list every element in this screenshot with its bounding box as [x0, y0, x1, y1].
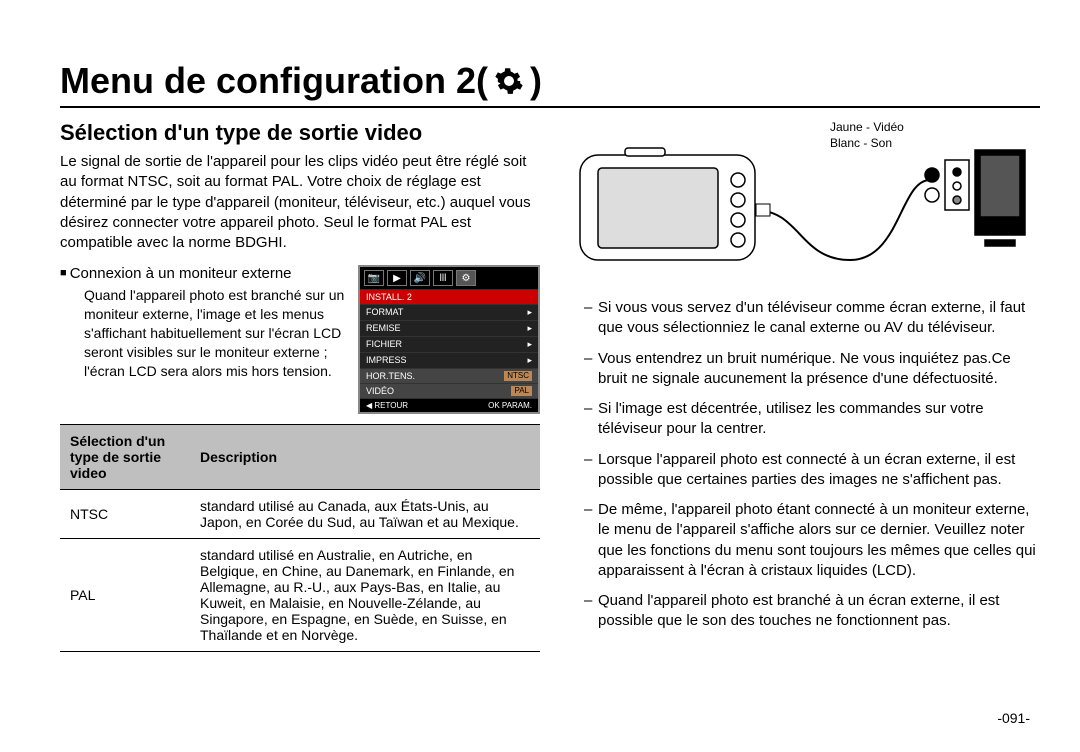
table-cell-name: NTSC — [60, 490, 190, 539]
list-item: Lorsque l'appareil photo est connecté à … — [584, 450, 1040, 491]
lcd-heading: INSTALL. 2 — [360, 289, 538, 304]
page-title: Menu de configuration 2( ) — [60, 60, 1040, 108]
camera-icon: 📷 — [364, 270, 384, 286]
notes-list: Si vous vous servez d'un téléviseur comm… — [570, 298, 1040, 632]
table-row: PAL standard utilisé en Australie, en Au… — [60, 539, 540, 652]
lcd-screenshot: 📷 ▶ 🔊 lll ⚙ INSTALL. 2 FORMAT▸ REMISE▸ F… — [358, 265, 540, 414]
list-item: De même, l'appareil photo étant connecté… — [584, 500, 1040, 581]
connection-diagram: Jaune - Vidéo Blanc - Son — [570, 120, 1040, 280]
list-item: Si vous vous servez d'un téléviseur comm… — [584, 298, 1040, 339]
title-suffix: ) — [530, 60, 542, 102]
label-yellow: Jaune - Vidéo — [830, 120, 904, 136]
list-item: Vous entendrez un bruit numérique. Ne vo… — [584, 349, 1040, 390]
video-type-table: Sélection d'un type de sortie video Desc… — [60, 424, 540, 652]
table-header-col2: Description — [190, 425, 540, 490]
list-item: Quand l'appareil photo est branché à un … — [584, 591, 1040, 632]
table-cell-desc: standard utilisé au Canada, aux États-Un… — [190, 490, 540, 539]
title-prefix: Menu de configuration 2( — [60, 60, 488, 102]
label-white: Blanc - Son — [830, 136, 904, 152]
lcd-row: HOR.TENS.NTSC — [360, 368, 538, 383]
list-item: Si l'image est décentrée, utilisez les c… — [584, 399, 1040, 440]
table-cell-desc: standard utilisé en Australie, en Autric… — [190, 539, 540, 652]
gear-small-icon: ⚙ — [456, 270, 476, 286]
play-icon: ▶ — [387, 270, 407, 286]
lcd-row: FICHIER▸ — [360, 336, 538, 352]
page-number: -091- — [997, 710, 1030, 726]
lcd-row: IMPRESS▸ — [360, 352, 538, 368]
section-intro: Le signal de sortie de l'appareil pour l… — [60, 152, 540, 253]
lcd-row: REMISE▸ — [360, 320, 538, 336]
sound-icon: 🔊 — [410, 270, 430, 286]
table-row: NTSC standard utilisé au Canada, aux Éta… — [60, 490, 540, 539]
right-column: Jaune - Vidéo Blanc - Son — [570, 120, 1040, 652]
table-cell-name: PAL — [60, 539, 190, 652]
lcd-footer: ◀ RETOUR OK PARAM. — [360, 398, 538, 412]
left-column: Sélection d'un type de sortie video Le s… — [60, 120, 540, 652]
table-header-col1: Sélection d'un type de sortie video — [60, 425, 190, 490]
bars-icon: lll — [433, 270, 453, 286]
section-title: Sélection d'un type de sortie video — [60, 120, 540, 146]
lcd-row: VIDÉOPAL — [360, 383, 538, 398]
subsection-desc: Quand l'appareil photo est branché sur u… — [60, 286, 348, 380]
lcd-row: FORMAT▸ — [360, 304, 538, 320]
subsection-title: Connexion à un moniteur externe — [60, 265, 348, 282]
gear-icon — [494, 66, 524, 96]
